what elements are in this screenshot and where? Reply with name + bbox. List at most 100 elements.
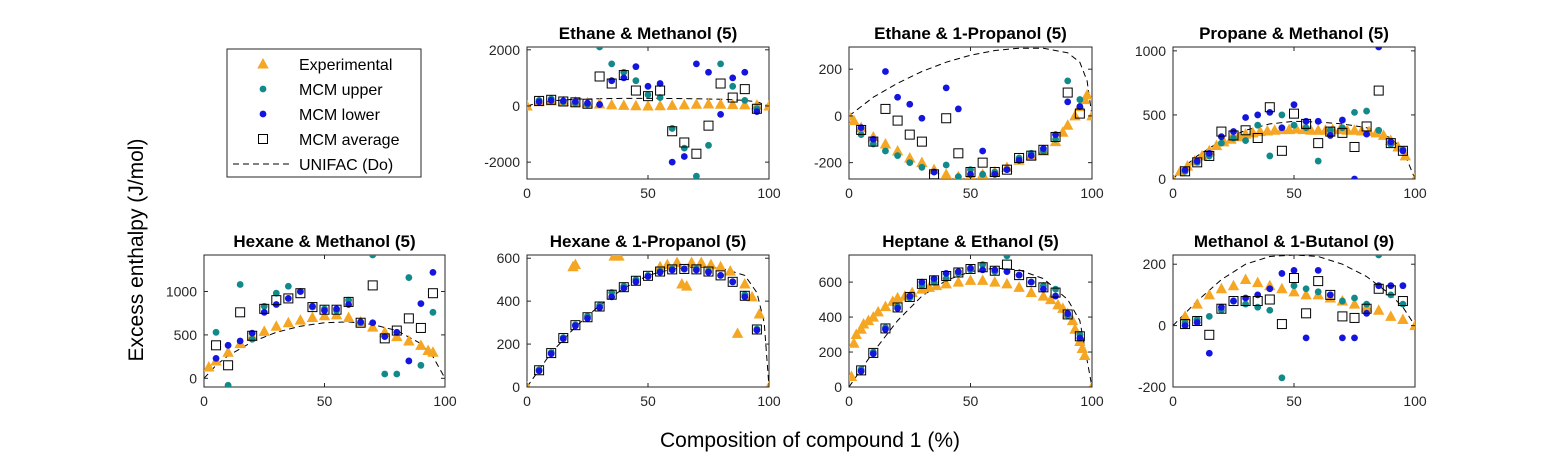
- mcm-lower-point: [644, 273, 652, 280]
- mcm-average-point: [1252, 296, 1263, 307]
- mcm-lower-point: [741, 68, 749, 76]
- mcm-lower-point: [321, 307, 328, 314]
- mcm-lower-point: [1314, 266, 1322, 274]
- mcm-upper-point: [596, 47, 603, 51]
- mcm-average-point: [1276, 319, 1287, 330]
- mcm-average-point: [247, 330, 258, 341]
- experimental-point: [367, 321, 379, 332]
- mcm-lower-point: [1363, 130, 1370, 138]
- experimental-point: [1305, 124, 1317, 135]
- mcm-average-point: [1192, 157, 1203, 168]
- mcm-average-point: [691, 264, 702, 275]
- panel-title: Hexane & 1-Propanol (5): [550, 232, 747, 251]
- mcm-lower-point: [559, 335, 567, 343]
- experimental-point: [527, 381, 531, 387]
- mcm-average-point: [941, 270, 952, 281]
- experimental-point: [1411, 173, 1415, 179]
- mcm-average-point: [1014, 270, 1025, 281]
- mcm-lower-point: [1040, 285, 1047, 293]
- mcm-average-point: [259, 303, 270, 314]
- mcm-lower-point: [535, 367, 543, 375]
- triangle-marker-icon: [257, 58, 269, 69]
- mcm-average-point: [391, 325, 402, 336]
- mcm-upper-point: [212, 328, 220, 336]
- mcm-upper-point: [1399, 300, 1407, 308]
- mcm-lower-point: [429, 268, 437, 276]
- mcm-lower-point: [224, 341, 232, 349]
- mcm-average-point: [691, 148, 702, 159]
- experimental-point: [606, 98, 618, 110]
- mcm-average-point: [1313, 276, 1324, 287]
- mcm-lower-point: [1399, 282, 1407, 290]
- mcm-lower-point: [1266, 108, 1274, 116]
- mcm-average-point: [1026, 150, 1037, 161]
- mcm-lower-point: [309, 302, 316, 310]
- experimental-point: [904, 151, 916, 163]
- mcm-average-point: [953, 267, 964, 278]
- experimental-point: [1191, 298, 1203, 309]
- mcm-average-point: [1038, 282, 1049, 293]
- mcm-upper-point: [1326, 126, 1334, 134]
- legend-label: Experimental: [299, 57, 392, 74]
- y-tick-label: 2000: [489, 42, 520, 58]
- mcm-average-point: [331, 304, 342, 315]
- experimental-point: [1252, 276, 1264, 288]
- mcm-average-point: [751, 103, 762, 114]
- plot-content: [1173, 47, 1415, 179]
- mcm-upper-point: [1302, 285, 1310, 293]
- mcm-average-point: [655, 266, 666, 277]
- mcm-lower-point: [620, 284, 628, 292]
- mcm-average-point: [343, 296, 354, 307]
- mcm-upper-point: [1375, 126, 1383, 134]
- x-tick-label: 100: [757, 393, 781, 409]
- mcm-average-point: [606, 289, 617, 300]
- experimental-point: [1013, 281, 1025, 292]
- mcm-lower-point: [1339, 116, 1346, 124]
- mcm-average-point: [1001, 259, 1012, 270]
- mcm-average-point: [379, 333, 390, 344]
- mcm-lower-point: [979, 147, 987, 155]
- mcm-lower-point: [906, 292, 914, 300]
- mcm-average-point: [751, 324, 762, 335]
- experimental-point: [294, 314, 307, 325]
- mcm-average-point: [868, 347, 879, 358]
- mcm-average-point: [727, 92, 738, 103]
- mcm-lower-point: [930, 275, 938, 283]
- mcm-lower-point: [1027, 278, 1035, 286]
- mcm-average-point: [880, 103, 891, 114]
- legend-label: UNIFAC (Do): [299, 157, 393, 174]
- mcm-average-point: [283, 293, 294, 304]
- x-tick-label: 100: [1080, 393, 1104, 409]
- mcm-upper-point: [1254, 121, 1262, 129]
- y-tick-label: 200: [819, 61, 843, 77]
- mcm-average-point: [1373, 85, 1384, 96]
- mcm-average-point: [916, 136, 927, 147]
- experimental-point: [1025, 286, 1037, 298]
- mcm-upper-point: [417, 361, 425, 369]
- mcm-upper-point: [248, 335, 256, 343]
- mcm-average-point: [295, 288, 306, 299]
- mcm-lower-point: [1193, 157, 1201, 165]
- mcm-lower-point: [1242, 294, 1249, 302]
- mcm-average-point: [1204, 150, 1215, 161]
- mcm-upper-point: [1278, 111, 1286, 119]
- mcm-average-point: [1397, 296, 1408, 307]
- mcm-average-point: [1252, 132, 1263, 143]
- mcm-average-point: [1385, 285, 1396, 296]
- mcm-lower-point: [1181, 322, 1189, 330]
- plot-content: [849, 255, 1092, 387]
- y-tick-label: 400: [497, 293, 521, 309]
- mcm-lower-point: [705, 68, 712, 76]
- mcm-lower-point: [942, 84, 950, 92]
- mcm-average-point: [1289, 108, 1299, 119]
- y-tick-label: 1000: [1135, 43, 1166, 59]
- mcm-upper-point: [918, 163, 926, 171]
- legend-label: MCM average: [299, 132, 400, 149]
- experimental-point: [862, 314, 875, 326]
- experimental-point: [222, 346, 234, 357]
- experimental-point: [1227, 279, 1240, 291]
- mcm-average-point: [904, 129, 915, 140]
- mcm-average-point: [1074, 108, 1085, 119]
- y-tick-label: 200: [819, 344, 843, 360]
- mcm-upper-point: [906, 159, 914, 167]
